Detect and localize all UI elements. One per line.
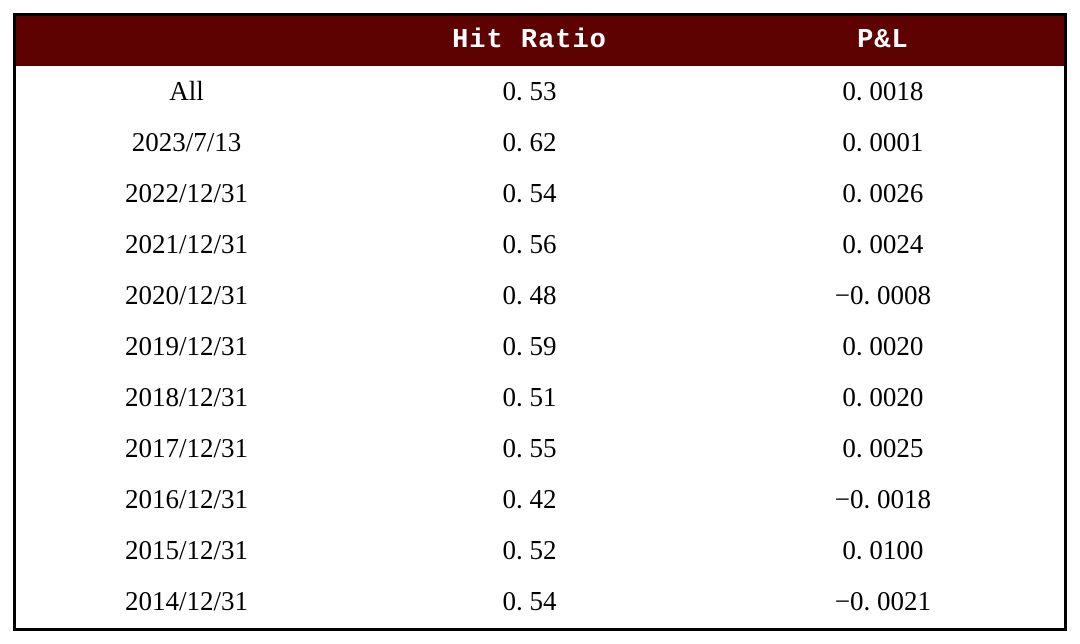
hit-ratio-value: 0. 54 — [502, 177, 557, 208]
header-cell-hit-ratio: Hit Ratio — [452, 25, 607, 56]
pnl-value: 0. 0026 — [842, 177, 924, 208]
row-label: 2018/12/31 — [125, 381, 249, 412]
pnl-value: 0. 0018 — [842, 75, 924, 106]
table-row: 2017/12/31 0. 55 0. 0025 — [15, 423, 1066, 474]
table-row: 2023/7/13 0. 62 0. 0001 — [15, 117, 1066, 168]
pnl-value: −0. 0008 — [834, 279, 932, 310]
table-body: All 0. 53 0. 0018 2023/7/13 0. 62 0. 000… — [15, 66, 1066, 630]
pnl-value: 0. 0020 — [842, 381, 924, 412]
table-row: 2019/12/31 0. 59 0. 0020 — [15, 321, 1066, 372]
table-header: Hit Ratio P&L — [14, 14, 1066, 66]
table-row: 2020/12/31 0. 48 −0. 0008 — [15, 270, 1066, 321]
pnl-value: 0. 0020 — [842, 330, 924, 361]
table-row: All 0. 53 0. 0018 — [15, 66, 1066, 117]
header-cell-blank — [15, 15, 358, 66]
row-label: 2016/12/31 — [125, 483, 249, 514]
row-label: 2023/7/13 — [131, 126, 242, 157]
pnl-value: 0. 0024 — [842, 228, 924, 259]
hit-ratio-value: 0. 56 — [502, 228, 557, 259]
hit-ratio-value: 0. 52 — [502, 534, 557, 565]
hit-ratio-value: 0. 42 — [502, 483, 557, 514]
header-row: Hit Ratio P&L — [14, 14, 1066, 66]
pnl-value: 0. 0100 — [842, 534, 924, 565]
header-cell-pnl: P&L — [857, 25, 909, 56]
hit-ratio-value: 0. 51 — [502, 381, 557, 412]
hit-ratio-value: 0. 54 — [502, 586, 557, 617]
row-label: All — [169, 75, 204, 106]
pnl-value: −0. 0018 — [834, 483, 932, 514]
hit-ratio-value: 0. 48 — [502, 279, 557, 310]
hit-ratio-value: 0. 55 — [502, 432, 557, 463]
pnl-value: 0. 0025 — [842, 432, 924, 463]
row-label: 2014/12/31 — [125, 586, 249, 617]
row-label: 2022/12/31 — [125, 177, 249, 208]
hit-ratio-value: 0. 53 — [502, 75, 557, 106]
pnl-value: 0. 0001 — [842, 126, 924, 157]
table-row: 2022/12/31 0. 54 0. 0026 — [15, 168, 1066, 219]
pnl-value: −0. 0021 — [834, 586, 932, 617]
row-label: 2019/12/31 — [125, 330, 249, 361]
hit-ratio-value: 0. 59 — [502, 330, 557, 361]
row-label: 2021/12/31 — [125, 228, 249, 259]
performance-table: Hit Ratio P&L All 0. 53 0. 0018 2023/7/1… — [13, 13, 1067, 631]
table-row: 2018/12/31 0. 51 0. 0020 — [15, 372, 1066, 423]
table-row: 2015/12/31 0. 52 0. 0100 — [15, 525, 1066, 576]
row-label: 2017/12/31 — [125, 432, 249, 463]
hit-ratio-value: 0. 62 — [502, 126, 557, 157]
row-label: 2020/12/31 — [125, 279, 249, 310]
row-label: 2015/12/31 — [125, 534, 249, 565]
table-row: 2016/12/31 0. 42 −0. 0018 — [15, 474, 1066, 525]
table-row: 2014/12/31 0. 54 −0. 0021 — [15, 576, 1066, 630]
table-row: 2021/12/31 0. 56 0. 0024 — [15, 219, 1066, 270]
